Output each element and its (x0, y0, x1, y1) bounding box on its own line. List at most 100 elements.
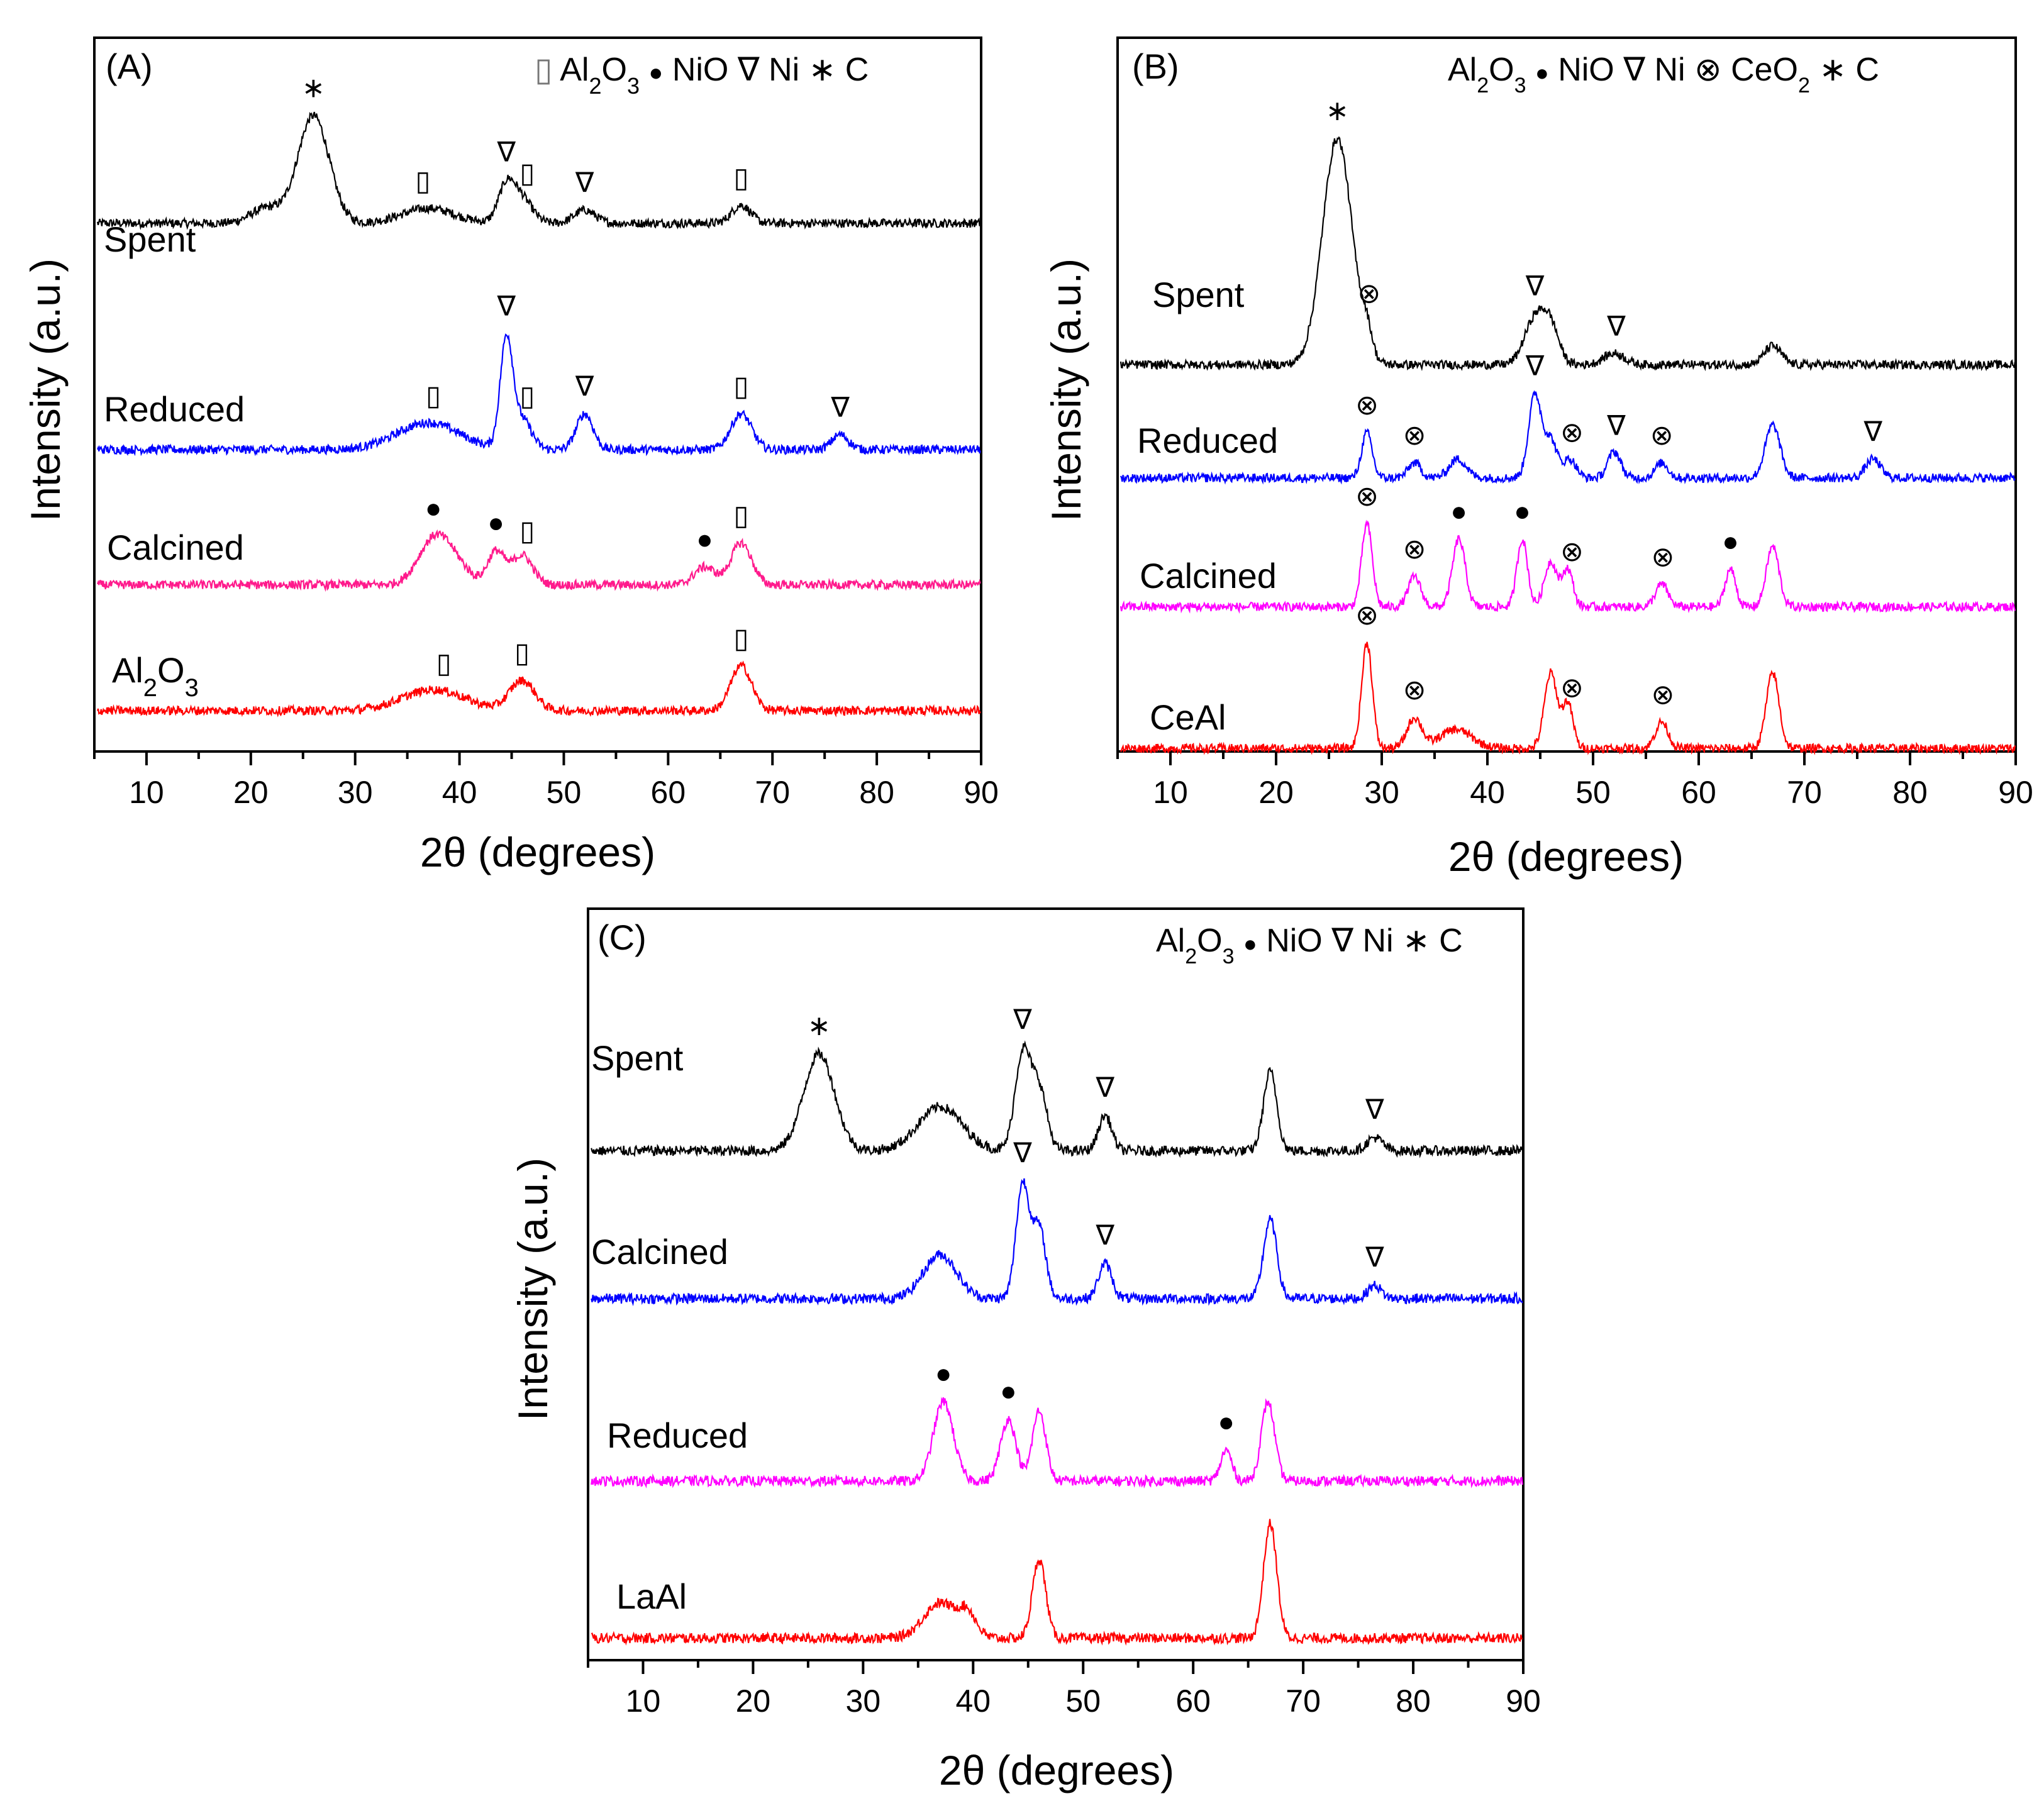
peak-marker: ⊗ (1651, 542, 1674, 573)
legend-text-al2o3: Al2O3 (560, 52, 640, 99)
legend-symbol-al2o3: ▯ (535, 52, 553, 88)
peak-marker: ⊗ (1355, 481, 1379, 512)
peak-marker: ▯ (519, 516, 535, 546)
legend-symbol-nio: ● (648, 60, 663, 86)
peak-marker: ⊗ (1651, 680, 1674, 711)
x-tick-label: 10 (129, 775, 164, 810)
legend-text-c: C (845, 52, 869, 88)
x-ticks: 10 20 30 40 50 60 70 80 90 (1116, 751, 2033, 810)
x-axis-title: 2θ (degrees) (420, 829, 655, 875)
x-tick-label: 90 (1998, 775, 2033, 810)
peak-marker: ▯ (436, 648, 452, 679)
peak-marker: ▯ (519, 158, 535, 189)
legend: Al2O3 ● NiO ∇ Ni ∗ C (1156, 923, 1463, 968)
trace-reduced (591, 1397, 1523, 1489)
trace-reduced (1119, 390, 2016, 485)
series-label-spent: Spent (591, 1038, 684, 1078)
peak-marker: ∗ (1326, 96, 1349, 126)
series-label-calcined: Calcined (591, 1232, 728, 1272)
peak-marker: ● (1514, 496, 1531, 527)
legend-text-ceo2: CeO2 (1731, 52, 1810, 97)
legend-text-nio: NiO (672, 52, 729, 88)
x-tick-label: 60 (651, 775, 686, 810)
legend-symbol-c: ∗ (1402, 923, 1430, 959)
peak-marker: ⊗ (1355, 600, 1379, 631)
panel-label: (B) (1132, 47, 1179, 86)
x-tick-label: 20 (233, 775, 269, 810)
x-tick-label: 40 (955, 1683, 991, 1719)
legend-symbol-c: ∗ (809, 52, 836, 88)
peak-marker: ∇ (575, 371, 594, 402)
x-tick-label: 70 (1286, 1683, 1321, 1719)
peak-marker: ∇ (496, 291, 516, 321)
peak-marker: ∇ (1525, 350, 1545, 381)
x-tick-label: 40 (1470, 775, 1505, 810)
x-tick-label: 90 (964, 775, 999, 810)
peak-marker: ∇ (1606, 311, 1626, 341)
legend-text-nio: NiO (1266, 923, 1323, 959)
traces (1119, 136, 2016, 756)
series-label-spent: Spent (104, 219, 196, 259)
series-label-al2o3: Al2O3 (112, 650, 199, 702)
series-label-reduced: Reduced (607, 1416, 748, 1455)
y-axis-title: Intensity (a.u.) (22, 258, 69, 521)
legend-text-ni: Ni (1362, 923, 1393, 959)
legend: Al2O3 ● NiO ∇ Ni ⊗ CeO2 ∗ C (1448, 52, 1879, 97)
peak-marker: ∇ (1013, 1004, 1032, 1035)
trace-ceal (1120, 641, 2016, 756)
series-label-calcined: Calcined (1140, 556, 1277, 596)
peak-marker: ∇ (1013, 1138, 1032, 1168)
trace-calcined (96, 529, 981, 592)
peak-marker: ▯ (519, 380, 535, 411)
legend-text-c: C (1855, 52, 1879, 88)
x-tick-label: 70 (1787, 775, 1822, 810)
x-tick-label: 90 (1506, 1683, 1541, 1719)
x-tick-label: 80 (1892, 775, 1928, 810)
peak-marker: ⊗ (1357, 279, 1380, 309)
peak-marker: ● (935, 1358, 952, 1389)
trace-al2o3 (96, 660, 981, 718)
peak-marker: ⊗ (1560, 417, 1584, 448)
legend-symbol-ni: ∇ (1331, 923, 1353, 959)
peak-marker: ▯ (426, 380, 441, 411)
legend-symbol-ceo2: ⊗ (1694, 52, 1722, 88)
trace-calcined (591, 1178, 1523, 1307)
legend-symbol-nio: ● (1243, 931, 1257, 956)
peak-marker: ⊗ (1403, 420, 1426, 451)
peak-marker: ∗ (808, 1011, 831, 1041)
panel-label: (C) (597, 917, 647, 957)
plot-frame (93, 36, 982, 753)
peak-marker: ● (1722, 526, 1739, 557)
peak-marker: ⊗ (1355, 390, 1379, 421)
peak-marker: ∇ (1863, 416, 1882, 447)
peak-marker: ∇ (1095, 1072, 1114, 1103)
panel-a: ∗▯∇▯ ∇ ▯▯∇▯ ∇ ▯∇● ● ▯ ●▯▯ ▯ ▯ 10 20 30 40 50 60 70 80 90 … (22, 36, 999, 875)
x-tick-label: 50 (1065, 1683, 1101, 1719)
series-label-calcined: Calcined (107, 528, 244, 567)
peak-marker: ∇ (1606, 410, 1626, 441)
trace-spent (591, 1040, 1523, 1158)
peak-marker: ● (425, 493, 442, 524)
peak-marker: ⊗ (1560, 536, 1584, 567)
x-tick-label: 10 (626, 1683, 661, 1719)
peak-marker: ∇ (1365, 1094, 1384, 1125)
peak-markers: ∗ ⊗ ∇ ∇ ⊗ ⊗ ∇ ⊗ ∇ ⊗ ∇ ⊗ ⊗ ● ● ⊗ ⊗ ● ⊗ ⊗ ⊗ ⊗ (1326, 96, 1883, 711)
peak-marker: ▯ (415, 166, 430, 197)
x-tick-label: 50 (1575, 775, 1611, 810)
traces (591, 1040, 1523, 1646)
peak-marker: ▯ (733, 500, 748, 531)
peak-marker: ▯ (733, 623, 748, 654)
trace-spent (96, 111, 981, 230)
x-tick-label: 10 (1153, 775, 1188, 810)
x-tick-label: 70 (755, 775, 790, 810)
legend-text-c: C (1439, 923, 1463, 959)
series-label-spent: Spent (1152, 275, 1245, 314)
peak-marker: ∇ (830, 392, 850, 423)
legend-text-ni: Ni (769, 52, 799, 88)
x-axis-title: 2θ (degrees) (939, 1747, 1174, 1793)
traces (96, 111, 981, 718)
legend-symbol-nio: ● (1535, 60, 1549, 86)
legend-text-al2o3: Al2O3 (1448, 52, 1526, 97)
y-axis-title: Intensity (a.u.) (509, 1158, 556, 1421)
